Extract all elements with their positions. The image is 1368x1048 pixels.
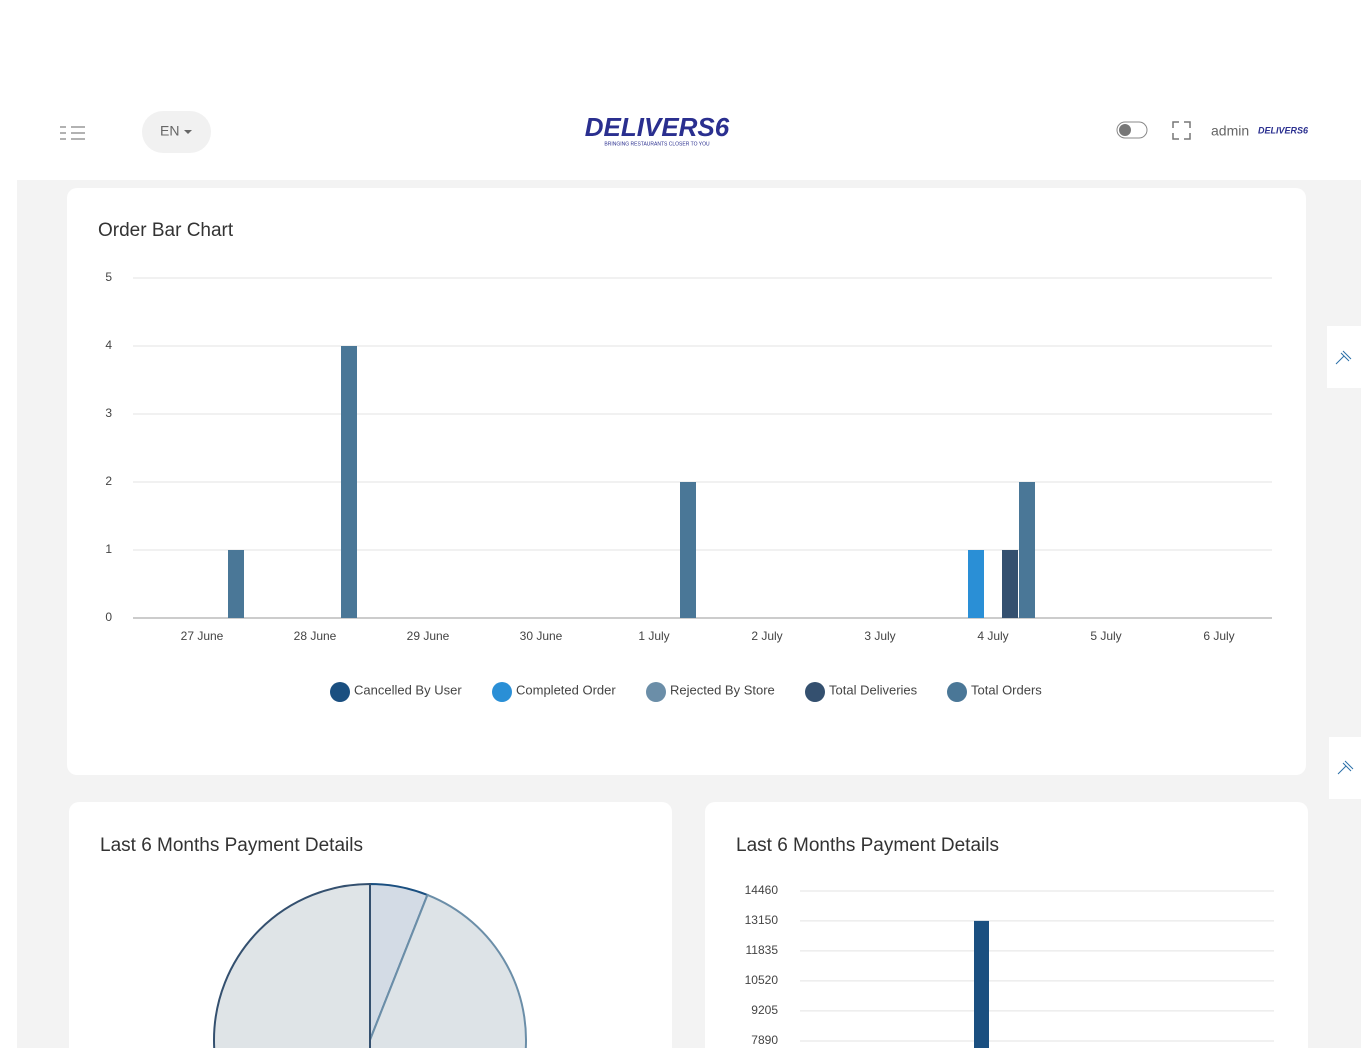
x-tick-label: 29 June	[407, 629, 450, 643]
y-tick-label: 9205	[751, 1003, 778, 1017]
x-tick-label: 27 June	[181, 629, 224, 643]
pin-button[interactable]	[1327, 326, 1361, 388]
y-tick-label: 5	[105, 270, 112, 284]
language-button[interactable]	[142, 111, 211, 153]
legend-label: Total Orders	[971, 682, 1042, 697]
y-tick-label: 3	[105, 406, 112, 420]
legend-label: Completed Order	[516, 682, 616, 697]
caret	[184, 130, 192, 134]
legend-swatch	[947, 682, 967, 702]
pin-button[interactable]	[1329, 737, 1363, 799]
y-tick-label: 7890	[751, 1033, 778, 1047]
y-tick-label: 4	[105, 338, 112, 352]
avatar-logo: DELIVERS6	[1258, 125, 1309, 135]
logo-tagline: BRINGING RESTAURANTS CLOSER TO YOU	[604, 141, 710, 147]
logo[interactable]: DELIVERS6	[585, 112, 730, 142]
legend-swatch	[492, 682, 512, 702]
y-tick-label: 13150	[745, 913, 779, 927]
legend-swatch	[646, 682, 666, 702]
toggle-knob	[1119, 124, 1131, 136]
card	[705, 802, 1308, 1048]
pie-slice	[213, 882, 371, 1048]
bar	[228, 550, 244, 618]
x-tick-label: 2 July	[751, 629, 782, 643]
x-tick-label: 6 July	[1203, 629, 1234, 643]
legend-label: Total Deliveries	[829, 682, 918, 697]
legend-swatch	[330, 682, 350, 702]
bar	[341, 346, 357, 618]
menu-icon[interactable]	[60, 126, 85, 140]
pie-slice	[369, 893, 527, 1048]
card-title: Last 6 Months Payment Details	[736, 835, 999, 856]
x-tick-label: 3 July	[864, 629, 895, 643]
x-tick-label: 5 July	[1090, 629, 1121, 643]
legend-label: Rejected By Store	[670, 682, 775, 697]
y-tick-label: 1	[105, 542, 112, 556]
x-tick-label: 30 June	[520, 629, 563, 643]
card-title: Last 6 Months Payment Details	[100, 835, 363, 856]
language[interactable]: EN	[160, 123, 179, 139]
x-tick-label: 28 June	[294, 629, 337, 643]
x-tick-label: 4 July	[977, 629, 1008, 643]
bar	[974, 920, 989, 1048]
y-tick-label: 11835	[746, 943, 779, 957]
pin-icon	[1335, 350, 1352, 365]
x-tick-label: 1 July	[638, 629, 669, 643]
legend-swatch	[805, 682, 825, 702]
y-tick-label: 0	[105, 610, 112, 624]
fullscreen-icon[interactable]	[1172, 121, 1191, 140]
pin-icon	[1337, 760, 1354, 775]
bar	[1019, 482, 1035, 618]
bar	[968, 550, 984, 618]
bar	[1002, 550, 1018, 618]
legend-label: Cancelled By User	[354, 682, 462, 697]
y-tick-label: 2	[105, 474, 112, 488]
username[interactable]: admin	[1211, 123, 1249, 139]
card-title: Order Bar Chart	[98, 220, 234, 241]
bar	[680, 482, 696, 618]
y-tick-label: 14460	[745, 883, 779, 897]
y-tick-label: 10520	[745, 973, 779, 987]
